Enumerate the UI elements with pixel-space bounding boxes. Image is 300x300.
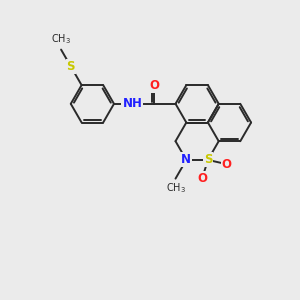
Text: S: S	[204, 153, 212, 167]
Text: S: S	[67, 60, 75, 73]
Text: NH: NH	[122, 97, 142, 110]
Text: N: N	[181, 153, 191, 167]
Text: O: O	[197, 172, 207, 185]
Text: CH$_3$: CH$_3$	[166, 182, 185, 195]
Text: CH$_3$: CH$_3$	[51, 32, 71, 46]
Text: O: O	[149, 79, 159, 92]
Text: O: O	[221, 158, 232, 171]
